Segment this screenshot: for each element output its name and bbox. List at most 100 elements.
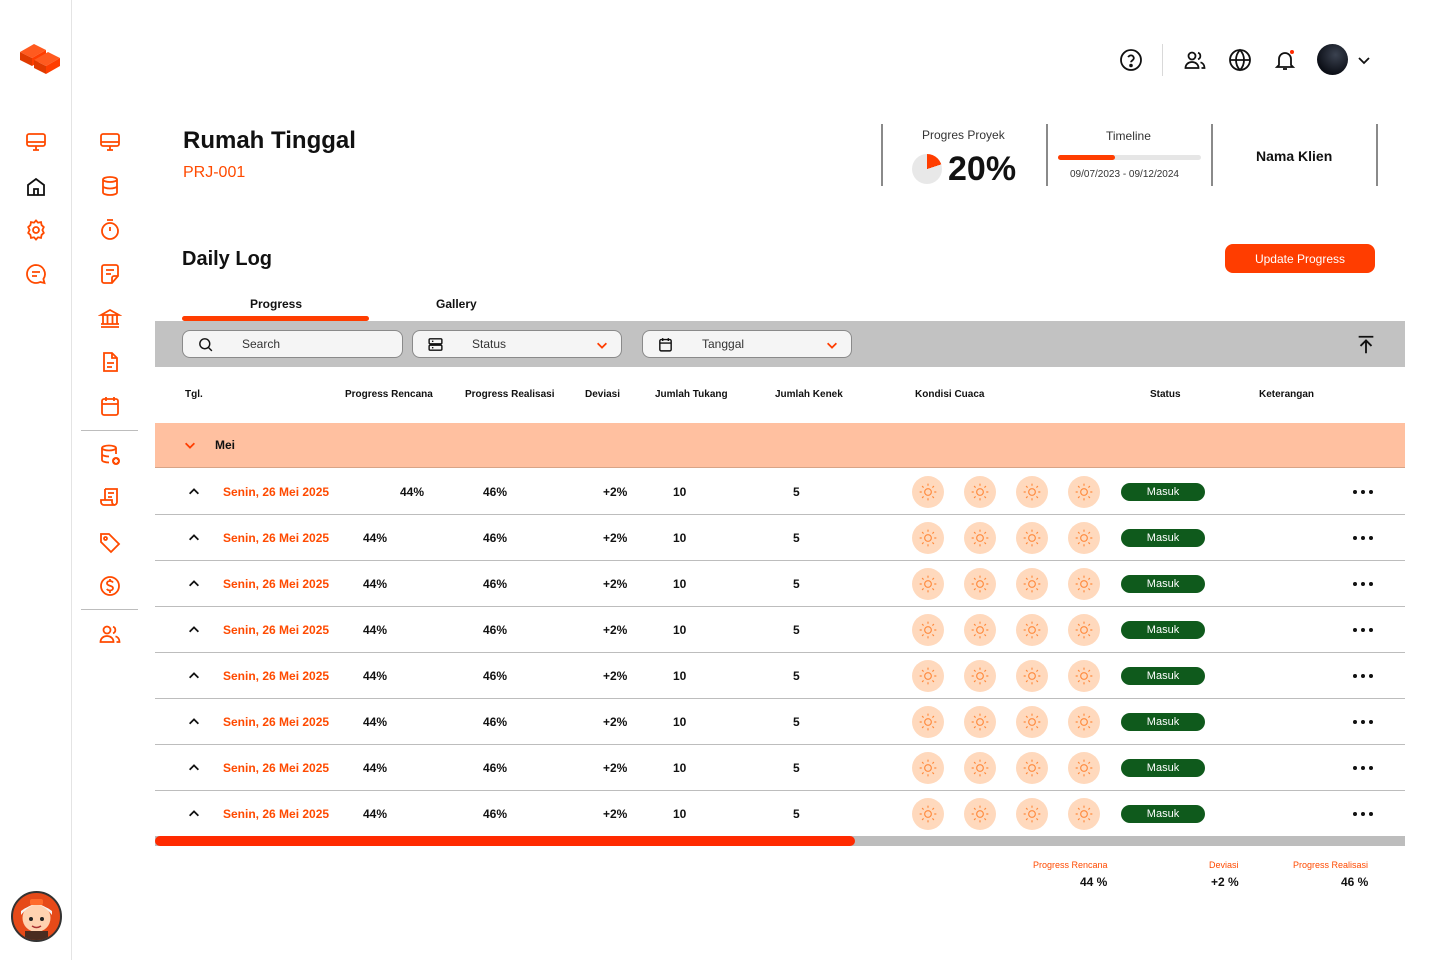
document-icon[interactable] [98, 350, 122, 374]
row-jumlah-tukang: 10 [673, 807, 687, 821]
more-options-icon[interactable] [1352, 668, 1374, 684]
group-row-mei[interactable]: Mei [155, 423, 1405, 468]
timeline-bar [1058, 155, 1201, 160]
row-jumlah-kenek: 5 [793, 761, 800, 775]
kpi-divider [1211, 124, 1213, 186]
row-progress-realisasi: 46% [483, 761, 508, 775]
row-progress-rencana: 44% [363, 669, 388, 683]
row-date: Senin, 26 Mei 2025 [223, 761, 330, 775]
gear-icon[interactable] [24, 218, 48, 242]
row-jumlah-tukang: 10 [673, 623, 687, 637]
daily-log-title: Daily Log [182, 248, 273, 270]
chevron-up-icon[interactable] [187, 531, 201, 545]
bell-icon[interactable] [1273, 48, 1297, 72]
header-divider [1162, 44, 1163, 76]
date-filter-label: Tanggal [702, 337, 745, 351]
table-row[interactable]: Senin, 26 Mei 2025 44% 46% +2% 10 5 Masuk [155, 607, 1405, 653]
globe-icon[interactable] [1228, 48, 1252, 72]
receipt-icon[interactable] [98, 486, 122, 510]
chevron-down-icon[interactable] [183, 438, 197, 452]
sun-icon [1068, 476, 1100, 508]
project-code: PRJ-001 [183, 164, 246, 181]
search-input[interactable]: Search [182, 330, 403, 358]
desktop-icon[interactable] [24, 130, 48, 154]
row-progress-rencana: 44% [363, 531, 388, 545]
scrollbar-thumb[interactable] [155, 836, 855, 846]
more-options-icon[interactable] [1352, 484, 1374, 500]
sun-icon [912, 706, 944, 738]
sun-icon [1016, 706, 1048, 738]
chevron-down-icon[interactable] [1356, 52, 1372, 68]
tag-icon[interactable] [98, 530, 122, 554]
sun-icon [964, 706, 996, 738]
row-deviasi: +2% [603, 761, 628, 775]
sun-icon [1068, 706, 1100, 738]
timer-icon[interactable] [98, 218, 122, 242]
dollar-icon[interactable] [98, 574, 122, 598]
users-icon[interactable] [1183, 48, 1207, 72]
bank-icon[interactable] [98, 306, 122, 330]
row-jumlah-kenek: 5 [793, 623, 800, 637]
status-filter[interactable]: Status [412, 330, 622, 358]
progress-label: Progres Proyek [922, 128, 1005, 142]
row-progress-realisasi: 46% [483, 485, 508, 499]
status-badge: Masuk [1121, 529, 1205, 547]
upload-icon[interactable] [1355, 334, 1377, 356]
row-jumlah-tukang: 10 [673, 715, 687, 729]
calendar-icon[interactable] [98, 394, 122, 418]
status-badge: Masuk [1121, 713, 1205, 731]
chevron-up-icon[interactable] [187, 623, 201, 637]
row-date: Senin, 26 Mei 2025 [223, 577, 330, 591]
table-row[interactable]: Senin, 26 Mei 2025 44% 46% +2% 10 5 Masuk [155, 653, 1405, 699]
column-header-status: Status [1150, 389, 1181, 400]
sun-icon [912, 752, 944, 784]
more-options-icon[interactable] [1352, 576, 1374, 592]
table-row[interactable]: Senin, 26 Mei 2025 44% 46% +2% 10 5 Masuk [155, 791, 1405, 837]
chevron-up-icon[interactable] [187, 669, 201, 683]
home-icon[interactable] [24, 175, 48, 199]
chevron-up-icon[interactable] [187, 761, 201, 775]
search-icon [197, 336, 214, 353]
search-placeholder: Search [242, 337, 281, 351]
status-badge: Masuk [1121, 805, 1205, 823]
sun-icon [912, 568, 944, 600]
users-icon[interactable] [98, 622, 122, 646]
more-options-icon[interactable] [1352, 622, 1374, 638]
profile-avatar[interactable] [11, 891, 62, 942]
row-jumlah-tukang: 10 [673, 577, 687, 591]
table-row[interactable]: Senin, 26 Mei 2025 44% 46% +2% 10 5 Masuk [155, 699, 1405, 745]
desktop-icon[interactable] [98, 130, 122, 154]
database-icon[interactable] [98, 174, 122, 198]
brand-logo[interactable] [16, 36, 64, 84]
database-add-icon[interactable] [98, 443, 122, 467]
group-label: Mei [215, 438, 236, 452]
table-row[interactable]: Senin, 26 Mei 2025 44% 46% +2% 10 5 Masuk [155, 561, 1405, 607]
summary-deviasi-label: Deviasi [1209, 860, 1239, 870]
more-options-icon[interactable] [1352, 530, 1374, 546]
sun-icon [1016, 798, 1048, 830]
more-options-icon[interactable] [1352, 760, 1374, 776]
help-icon[interactable] [1119, 48, 1143, 72]
more-options-icon[interactable] [1352, 714, 1374, 730]
chevron-up-icon[interactable] [187, 577, 201, 591]
timeline-dates: 09/07/2023 - 09/12/2024 [1070, 169, 1179, 180]
chat-icon[interactable] [24, 262, 48, 286]
more-options-icon[interactable] [1352, 806, 1374, 822]
table-row[interactable]: Senin, 26 Mei 2025 44% 46% +2% 10 5 Masuk [155, 469, 1405, 515]
date-filter[interactable]: Tanggal [642, 330, 852, 358]
row-progress-rencana: 44% [400, 485, 425, 499]
chevron-up-icon[interactable] [187, 807, 201, 821]
tab-progress[interactable]: Progress [250, 297, 303, 311]
chevron-up-icon[interactable] [187, 485, 201, 499]
table-row[interactable]: Senin, 26 Mei 2025 44% 46% +2% 10 5 Masuk [155, 745, 1405, 791]
row-progress-realisasi: 46% [483, 577, 508, 591]
chevron-up-icon[interactable] [187, 715, 201, 729]
sun-icon [964, 614, 996, 646]
table-row[interactable]: Senin, 26 Mei 2025 44% 46% +2% 10 5 Masuk [155, 515, 1405, 561]
user-avatar[interactable] [1317, 44, 1348, 75]
tab-gallery[interactable]: Gallery [436, 297, 477, 311]
update-progress-button[interactable]: Update Progress [1225, 244, 1375, 273]
notes-icon[interactable] [98, 262, 122, 286]
row-progress-realisasi: 46% [483, 807, 508, 821]
horizontal-scrollbar[interactable] [155, 836, 1405, 846]
